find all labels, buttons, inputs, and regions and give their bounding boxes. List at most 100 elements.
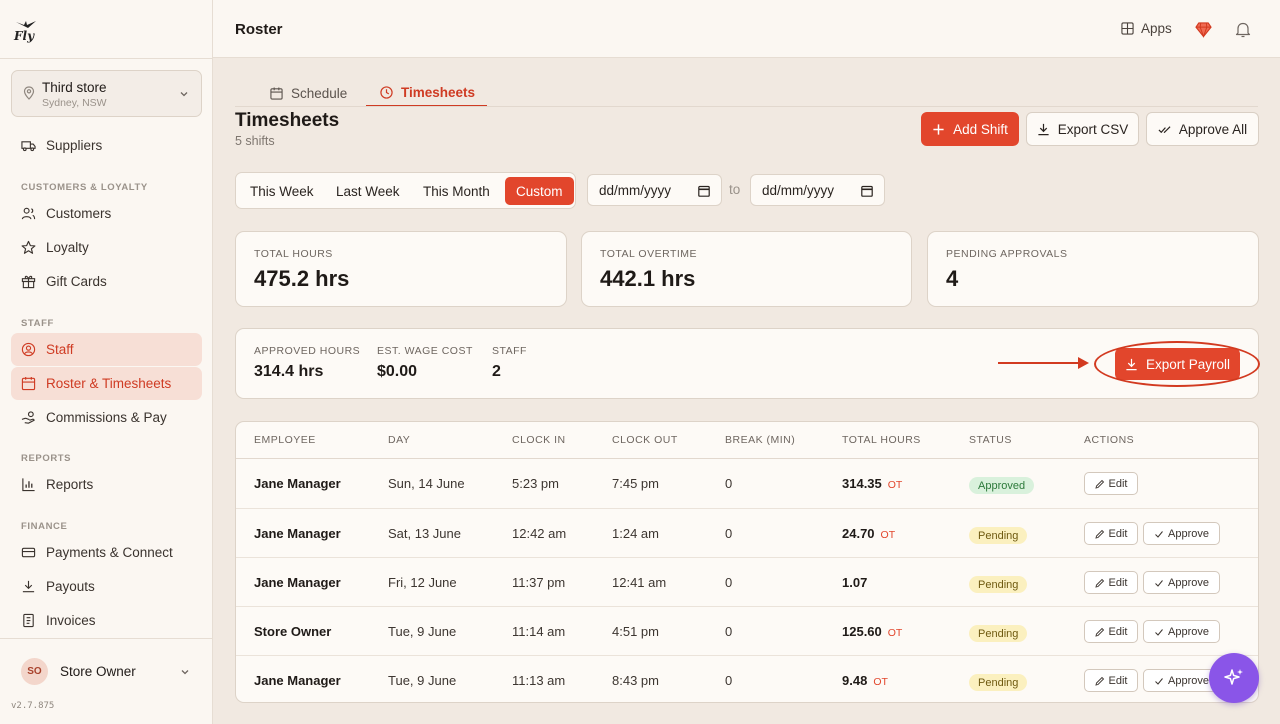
section-heading: Timesheets (235, 110, 340, 131)
table-row: Store Owner Tue, 9 June 11:14 am 4:51 pm… (236, 606, 1258, 655)
total-hours-value: 125.60 (842, 624, 882, 639)
edit-button[interactable]: Edit (1084, 522, 1138, 545)
total-hours: 125.60 OT (842, 624, 902, 639)
chevron-down-icon[interactable] (180, 667, 190, 677)
sidebar-item-label: Commissions & Pay (46, 410, 167, 425)
user-circle-icon (21, 342, 36, 357)
summary-label: EST. WAGE COST (377, 345, 473, 357)
sidebar-item-gift-cards[interactable]: Gift Cards (11, 265, 202, 298)
star-icon (21, 240, 36, 254)
clock-in: 5:23 pm (512, 476, 559, 491)
fly-logo-icon[interactable] (14, 14, 38, 44)
total-hours-value: 24.70 (842, 526, 875, 541)
total-hours: 314.35 OT (842, 476, 902, 491)
clock-icon (380, 86, 393, 99)
tab-schedule[interactable]: Schedule (265, 80, 352, 107)
store-selector[interactable]: Third store Sydney, NSW (11, 70, 202, 117)
sidebar-item-staff[interactable]: Staff (11, 333, 202, 366)
summary-value: 314.4 hrs (254, 363, 324, 380)
sidebar-item-commissions[interactable]: Commissions & Pay (11, 401, 202, 434)
sidebar-item-invoices[interactable]: Invoices (11, 604, 202, 637)
approve-all-button[interactable]: Approve All (1146, 112, 1259, 146)
sidebar-item-label: Loyalty (46, 240, 89, 255)
range-this-month[interactable]: This Month (423, 183, 490, 199)
total-hours-value: 9.48 (842, 673, 868, 688)
sidebar-item-loyalty[interactable]: Loyalty (11, 231, 202, 264)
approve-button[interactable]: Approve (1143, 571, 1220, 594)
stat-label: TOTAL HOURS (254, 248, 333, 260)
avatar[interactable]: SO (21, 658, 48, 685)
tab-label: Timesheets (401, 85, 476, 100)
edit-button[interactable]: Edit (1084, 669, 1138, 692)
clock-out: 4:51 pm (612, 624, 659, 639)
approve-button[interactable]: Approve (1143, 620, 1220, 643)
pencil-icon (1094, 479, 1104, 489)
sidebar-item-roster[interactable]: Roster & Timesheets (11, 367, 202, 400)
apps-label: Apps (1141, 21, 1172, 36)
date-to-input[interactable]: dd/mm/yyyy (750, 174, 885, 206)
sidebar-item-reports[interactable]: Reports (11, 468, 202, 501)
edit-button[interactable]: Edit (1084, 472, 1138, 495)
user-name[interactable]: Store Owner (60, 664, 136, 679)
check-icon (1155, 628, 1163, 636)
button-label: Approve (1168, 527, 1209, 540)
shift-day: Fri, 12 June (388, 575, 457, 590)
add-shift-button[interactable]: Add Shift (921, 112, 1019, 146)
edit-button[interactable]: Edit (1084, 620, 1138, 643)
bar-chart-icon (22, 478, 35, 492)
edit-button[interactable]: Edit (1084, 571, 1138, 594)
timesheets-table: EMPLOYEE DAY CLOCK IN CLOCK OUT BREAK (M… (235, 421, 1259, 703)
column-header: BREAK (MIN) (725, 434, 796, 446)
range-this-week[interactable]: This Week (250, 183, 314, 199)
nav-section-customers: CUSTOMERS & LOYALTY (21, 182, 148, 193)
check-icon (1155, 579, 1163, 587)
employee-name: Store Owner (254, 624, 332, 639)
button-label: Edit (1108, 477, 1128, 490)
shift-count: 5 shifts (235, 134, 275, 148)
sidebar-item-label: Payouts (46, 579, 95, 594)
date-from-input[interactable]: dd/mm/yyyy (587, 174, 722, 206)
table-row: Jane Manager Tue, 9 June 11:13 am 8:43 p… (236, 655, 1258, 702)
break-minutes: 0 (725, 575, 733, 590)
ai-assistant-button[interactable] (1209, 653, 1259, 703)
total-hours: 24.70 OT (842, 526, 895, 541)
pencil-icon (1094, 676, 1104, 686)
column-header: ACTIONS (1084, 434, 1135, 446)
location-pin-icon (23, 86, 35, 100)
clock-out: 12:41 am (612, 575, 667, 590)
sidebar-item-suppliers[interactable]: Suppliers (11, 129, 202, 162)
overtime-badge: OT (887, 479, 903, 491)
export-csv-button[interactable]: Export CSV (1026, 112, 1139, 146)
gem-icon[interactable] (1195, 21, 1212, 38)
calendar-icon (861, 185, 873, 197)
sidebar: Fly Third store Sydney, NSW Suppliers CU… (0, 0, 213, 724)
range-custom[interactable]: Custom (505, 177, 574, 205)
bell-icon[interactable] (1235, 21, 1251, 38)
divider (0, 638, 213, 639)
status-badge: Pending (969, 625, 1028, 642)
sidebar-item-payouts[interactable]: Payouts (11, 570, 202, 603)
apps-button[interactable]: Apps (1121, 21, 1172, 36)
overtime-badge: OT (887, 627, 903, 639)
sparkles-icon (1224, 669, 1243, 685)
shift-day: Tue, 9 June (388, 673, 457, 688)
tab-timesheets[interactable]: Timesheets (366, 80, 487, 107)
summary-label: STAFF (492, 345, 527, 357)
approve-button[interactable]: Approve (1143, 522, 1220, 545)
calendar-icon (698, 185, 710, 197)
clock-in: 11:37 pm (512, 575, 566, 590)
date-range-selector: This Week Last Week This Month Custom (235, 172, 576, 209)
button-label: Edit (1108, 625, 1128, 638)
range-last-week[interactable]: Last Week (336, 183, 400, 199)
clock-in: 11:14 am (512, 624, 566, 639)
button-label: Approve (1168, 625, 1209, 638)
employee-name: Jane Manager (254, 575, 341, 590)
sidebar-item-customers[interactable]: Customers (11, 197, 202, 230)
stat-card-pending-approvals: PENDING APPROVALS 4 (927, 231, 1259, 307)
credit-card-icon (21, 547, 36, 558)
hand-coins-icon (21, 411, 35, 424)
column-header: CLOCK IN (512, 434, 566, 446)
status-badge: Pending (969, 527, 1028, 544)
sidebar-item-payments[interactable]: Payments & Connect (11, 536, 202, 569)
stat-value: 475.2 hrs (254, 266, 350, 291)
